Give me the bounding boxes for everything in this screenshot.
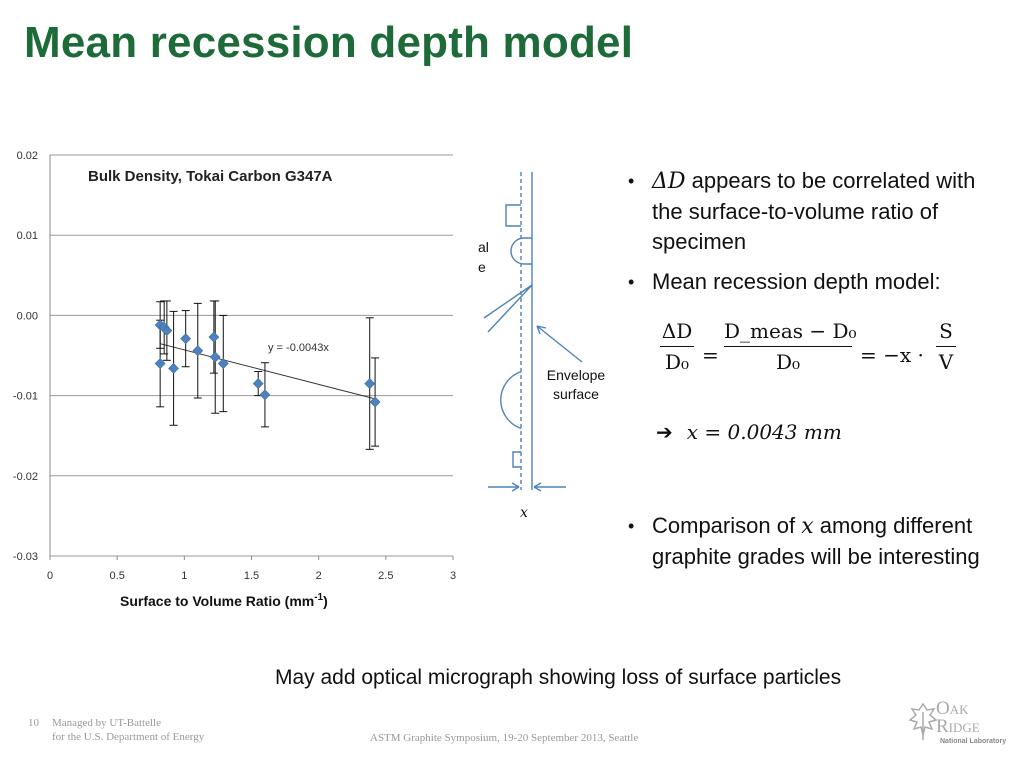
- recession-formula: ΔD D₀ = D_meas − D₀ D₀ = −x · S V: [660, 318, 990, 396]
- data-point: [369, 396, 381, 408]
- recession-diagram: [483, 172, 583, 492]
- formula-rhs-bar: [936, 346, 956, 347]
- x-tick-label: 0: [47, 570, 53, 582]
- bullet-model-text: Mean recession depth model:: [652, 269, 941, 294]
- envelope-pointer: [536, 325, 583, 363]
- y-tick-label: -0.02: [13, 471, 38, 483]
- data-points: [154, 319, 381, 408]
- formula-lhs-bar: [660, 346, 694, 347]
- data-point: [259, 389, 271, 401]
- footer-line-2: for the U.S. Department of Energy: [52, 731, 205, 743]
- bullet-list: ΔD appears to be correlated with the sur…: [624, 166, 1004, 582]
- slide-title: Mean recession depth model: [24, 18, 634, 67]
- y-tick-label: 0.00: [17, 310, 38, 322]
- x-tick-label: 1.5: [244, 570, 259, 582]
- formula-rhs-frac: S V: [936, 318, 956, 375]
- y-tick-label: -0.03: [13, 551, 38, 563]
- envelope-pointer-head: [536, 325, 547, 335]
- oak-leaf-icon: [908, 702, 938, 740]
- logo-national-laboratory: National Laboratory: [940, 738, 1007, 745]
- formula-lhs-den: D₀: [664, 350, 690, 374]
- y-tick-label: -0.01: [13, 391, 38, 403]
- logo-word-oak: Oak: [936, 698, 969, 719]
- ornl-logo: Oak Ridge National Laboratory: [908, 698, 1007, 750]
- footer-line-1: Managed by UT-Battelle: [52, 717, 161, 729]
- delta-d-symbol: ΔD: [652, 169, 686, 194]
- result-arrow-icon: ➔: [656, 420, 673, 444]
- formula-rhs-den: V: [938, 350, 954, 374]
- bullet-comparison: Comparison of x among different graphite…: [624, 511, 1004, 572]
- formula-equals: =: [702, 343, 719, 367]
- y-tick-label: 0.01: [17, 230, 38, 242]
- data-point: [208, 331, 220, 343]
- surface-spike: [483, 284, 533, 319]
- formula-mid: D_meas − D₀ D₀: [724, 318, 857, 375]
- surface-notch-1: [505, 204, 521, 227]
- bullet-comparison-post: among different graphite grades will be …: [652, 513, 980, 569]
- data-point: [252, 378, 264, 389]
- x-tick-labels: 0 0.5 1 1.5 2 2.5 3: [47, 570, 456, 582]
- data-point: [161, 325, 173, 337]
- footer-event: ASTM Graphite Symposium, 19-20 September…: [370, 732, 639, 744]
- dim-arrow-left-head: [511, 482, 520, 492]
- surface-pit-1: [510, 237, 532, 265]
- plot-area: [50, 155, 453, 556]
- y-tick-label: 0.02: [17, 150, 38, 162]
- formula-lhs-num: ΔD: [661, 319, 693, 343]
- x-axis-title-sup: -1: [314, 592, 323, 603]
- formula-rhs: = −x ·: [860, 343, 924, 367]
- y-tick-labels: 0.02 0.01 0.00 -0.01 -0.02 -0.03: [13, 150, 38, 563]
- micrograph-note: May add optical micrograph showing loss …: [275, 666, 842, 689]
- x-axis-title-close: ): [323, 593, 328, 609]
- x-axis-title-main: Surface to Volume Ratio (mm: [120, 593, 314, 609]
- formula-mid-num: D_meas − D₀: [724, 319, 857, 343]
- envelope-label-2: surface: [553, 386, 599, 402]
- x-tick-label: 2: [316, 570, 322, 582]
- chart-title: Bulk Density, Tokai Carbon G347A: [88, 168, 333, 185]
- envelope-label-1: Envelope: [547, 367, 606, 383]
- bullet-comparison-pre: Comparison of: [652, 513, 802, 538]
- surface-pit-2: [500, 371, 521, 429]
- formula-mid-bar: [724, 346, 852, 347]
- x-tick-label: 1: [181, 570, 187, 582]
- data-point: [364, 378, 376, 389]
- formula-lhs: ΔD D₀: [660, 318, 694, 375]
- dim-arrow-right-head: [533, 482, 542, 492]
- x-dimension-symbol: x: [520, 505, 528, 521]
- data-point: [154, 358, 166, 369]
- formula-mid-den: D₀: [775, 350, 801, 374]
- x-tick-label: 0.5: [110, 570, 125, 582]
- data-point: [180, 333, 192, 345]
- surface-notch-2: [512, 451, 521, 468]
- x-tick-label: 2.5: [378, 570, 393, 582]
- data-point: [209, 351, 221, 363]
- partial-label-2: e: [478, 259, 486, 275]
- surface-spike-2: [487, 284, 533, 333]
- bullet-comparison-symbol: x: [801, 514, 814, 539]
- data-point: [192, 345, 204, 357]
- bullet-correlation-text: appears to be correlated with the surfac…: [652, 168, 976, 254]
- logo-word-ridge: Ridge: [936, 716, 980, 737]
- formula-result: ➔ x = 0.0043 mm: [656, 420, 842, 444]
- x-axis-title: Surface to Volume Ratio (mm-1): [120, 592, 328, 609]
- data-point: [217, 358, 229, 369]
- gridlines: [49, 154, 454, 560]
- page-number: 10: [28, 717, 39, 729]
- partial-label-1: al: [478, 239, 489, 255]
- bullet-model: Mean recession depth model:: [624, 267, 1004, 297]
- formula-rhs-num: S: [939, 319, 953, 343]
- data-point: [168, 362, 180, 374]
- footer-managed-by: Managed by UT-Battelle for the U.S. Depa…: [52, 716, 204, 744]
- trendline-equation: y = -0.0043x: [268, 342, 329, 354]
- result-value: x = 0.0043 mm: [686, 420, 842, 444]
- bullet-correlation: ΔD appears to be correlated with the sur…: [624, 166, 1004, 257]
- x-tick-label: 3: [450, 570, 456, 582]
